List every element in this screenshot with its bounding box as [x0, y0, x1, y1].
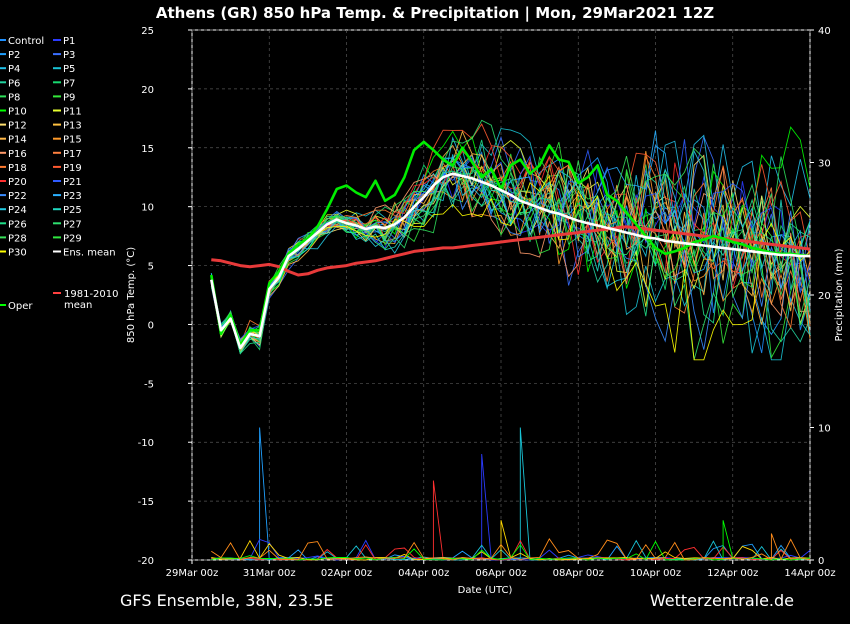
y2-tick-label: 10 [818, 424, 831, 435]
y-tick-label: 0 [148, 320, 154, 331]
legend-item: P16 [8, 149, 27, 160]
ensemble-members [210, 119, 811, 361]
x-tick-label: 08Apr 00z [553, 568, 604, 579]
legend-item: Ens. mean [63, 248, 116, 259]
y-tick-label: -20 [138, 556, 154, 567]
legend-item: P29 [63, 233, 82, 244]
x-axis-label: Date (UTC) [458, 585, 513, 596]
member-line [210, 149, 811, 348]
precipitation-lines [211, 427, 811, 561]
legend-item: P11 [63, 107, 82, 118]
y-axis-label: 850 hPa Temp. (°C) [126, 247, 137, 343]
legend-climate-label-line2: mean [64, 300, 92, 311]
member-line [210, 153, 811, 355]
footer-site: Wetterzentrale.de [650, 591, 794, 610]
legend-item: Oper [8, 301, 33, 312]
legend-item: P23 [63, 191, 82, 202]
x-tick-label: 10Apr 00z [630, 568, 681, 579]
legend-item: P28 [8, 233, 27, 244]
y2-tick-label: 20 [818, 291, 831, 302]
y2-tick-label: 40 [818, 26, 831, 37]
legend-item: P17 [63, 149, 82, 160]
member-line [210, 144, 811, 353]
axes: 29Mar 00z 31Mar 00z 02Apr 00z 04Apr 00z 06Ap… [138, 26, 836, 579]
legend-item: P14 [8, 135, 27, 146]
legend: Control P1 P2 P3 P4 P5 P6 P7 P8 P9 P10 P11 P12 P13 P14… [0, 36, 119, 312]
y-tick-label: 5 [148, 262, 154, 273]
legend-item: P4 [8, 64, 20, 75]
legend-item: P18 [8, 163, 27, 174]
x-tick-label: 29Mar 00z [166, 568, 219, 579]
y-tick-label: 20 [141, 85, 154, 96]
y2-axis-label: Precipitation (mm) [834, 248, 845, 341]
legend-item: Control [8, 36, 44, 47]
member-line [210, 126, 811, 349]
legend-item: P9 [63, 92, 75, 103]
legend-item: P20 [8, 177, 27, 188]
legend-item: P24 [8, 205, 27, 216]
y-tick-label: -15 [138, 497, 154, 508]
legend-item: P1 [63, 36, 75, 47]
legend-item: P8 [8, 92, 20, 103]
x-tick-label: 04Apr 00z [398, 568, 449, 579]
precip-line [211, 533, 811, 561]
chart-title: Athens (GR) 850 hPa Temp. & Precipitatio… [156, 4, 714, 23]
y2-tick-label: 30 [818, 159, 831, 170]
y-tick-label: -10 [138, 438, 154, 449]
member-line [210, 165, 811, 352]
footer-source: GFS Ensemble, 38N, 23.5E [120, 591, 333, 610]
legend-climate-label-line1: 1981-2010 [64, 289, 119, 300]
legend-item: P26 [8, 219, 27, 230]
legend-item: P3 [63, 50, 75, 61]
legend-item: P30 [8, 248, 27, 259]
x-tick-label: 14Apr 00z [784, 568, 835, 579]
legend-item: P19 [63, 163, 82, 174]
y-tick-label: 15 [141, 144, 154, 155]
x-tick-label: 31Mar 00z [243, 568, 296, 579]
y-tick-label: 25 [141, 26, 154, 37]
legend-item: P27 [63, 219, 82, 230]
legend-item: P6 [8, 78, 20, 89]
legend-item: P5 [63, 64, 75, 75]
member-line [210, 130, 811, 347]
y-tick-label: -5 [144, 379, 154, 390]
legend-item: P22 [8, 191, 27, 202]
y2-tick-label: 0 [818, 556, 824, 567]
precip-line [211, 520, 811, 561]
x-tick-label: 06Apr 00z [475, 568, 526, 579]
legend-item: P2 [8, 50, 20, 61]
legend-item: P15 [63, 135, 82, 146]
oper-line [210, 140, 811, 347]
x-tick-label: 12Apr 00z [707, 568, 758, 579]
ensemble-mean-line [210, 172, 810, 350]
y-tick-label: 10 [141, 203, 154, 214]
legend-item: P7 [63, 78, 75, 89]
x-tick-label: 02Apr 00z [321, 568, 372, 579]
legend-item: P10 [8, 107, 27, 118]
legend-item: P12 [8, 121, 27, 132]
highlight-lines [210, 140, 811, 350]
legend-item: P25 [63, 205, 82, 216]
legend-item: P21 [63, 177, 82, 188]
legend-item: P13 [63, 121, 82, 132]
